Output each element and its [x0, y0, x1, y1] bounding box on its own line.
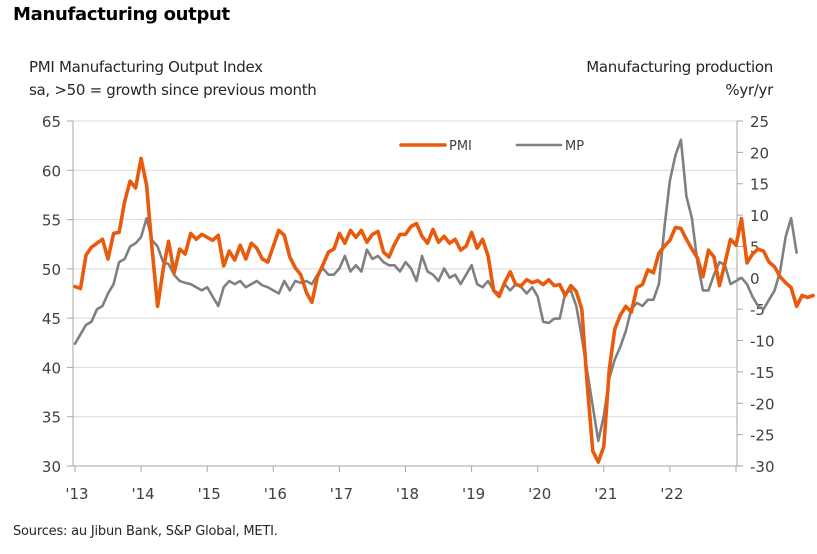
x-tick-label: '18	[396, 485, 419, 503]
left-tick-label: 55	[42, 212, 61, 230]
right-tick-label: -20	[750, 395, 775, 413]
gridlines	[73, 120, 737, 418]
tick-labels: 30 35 40 45 50 55 60 65 -30 -25 -20 -15 -10 -5 0 5 10 15 2…	[42, 113, 775, 503]
x-tick-label: '19	[462, 485, 485, 503]
x-tick-label: '16	[264, 485, 287, 503]
series-lines	[73, 138, 815, 464]
x-tick-label: '14	[131, 485, 154, 503]
x-tick-label: '20	[528, 485, 551, 503]
series-line-mp	[73, 138, 798, 443]
legend-label-pmi: PMI	[449, 139, 472, 154]
x-tick-label: '21	[594, 485, 617, 503]
legend-label-mp: MP	[565, 139, 584, 154]
left-tick-label: 65	[42, 113, 61, 131]
left-tick-label: 35	[42, 409, 61, 427]
left-axis-title: PMI Manufacturing Output Index sa, >50 =…	[29, 56, 317, 102]
x-tick-label: '22	[660, 485, 683, 503]
left-tick-label: 50	[42, 261, 61, 279]
right-tick-label: -10	[750, 333, 775, 351]
right-tick-label: -25	[750, 427, 775, 445]
axes	[67, 120, 743, 472]
left-tick-label: 45	[42, 310, 61, 328]
right-tick-label: -5	[750, 301, 765, 319]
left-axis-title-line2: sa, >50 = growth since previous month	[29, 81, 317, 99]
x-tick-label: '15	[198, 485, 221, 503]
x-tick-label: '17	[330, 485, 353, 503]
right-tick-label: 0	[750, 270, 760, 288]
series-line-pmi	[73, 156, 815, 464]
left-tick-label: 60	[42, 162, 61, 180]
right-axis-title-line2: %yr/yr	[725, 81, 773, 99]
right-tick-label: 10	[750, 207, 769, 225]
left-axis-title-line1: PMI Manufacturing Output Index	[29, 58, 263, 76]
left-tick-label: 40	[42, 359, 61, 377]
right-axis-title: Manufacturing production %yr/yr	[586, 56, 773, 102]
source-note: Sources: au Jibun Bank, S&P Global, METI…	[13, 524, 278, 539]
right-axis-title-line1: Manufacturing production	[586, 58, 773, 76]
right-tick-label: 5	[750, 238, 760, 256]
right-tick-label: -15	[750, 364, 775, 382]
right-tick-label: -30	[750, 458, 775, 476]
right-tick-label: 15	[750, 176, 769, 194]
right-tick-label: 25	[750, 113, 769, 131]
right-tick-label: 20	[750, 144, 769, 162]
left-tick-label: 30	[42, 458, 61, 476]
chart-title: Manufacturing output	[13, 4, 230, 25]
legend: PMI MP	[399, 139, 584, 154]
x-tick-label: '13	[65, 485, 88, 503]
